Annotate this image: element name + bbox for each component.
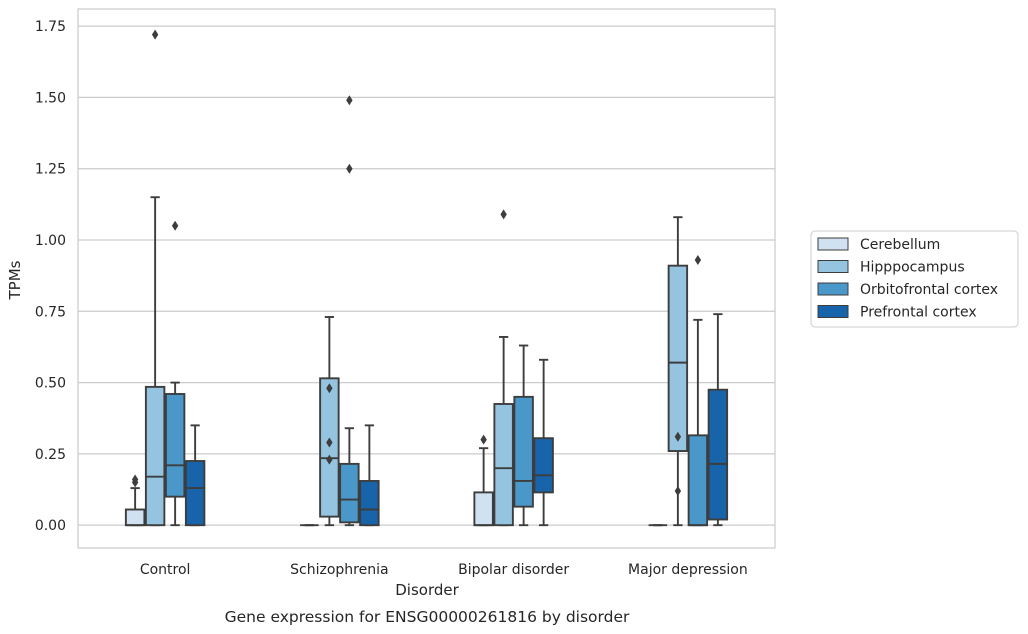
legend-label: Cerebellum xyxy=(860,237,940,253)
box xyxy=(667,264,689,452)
box-plot-cerebellum xyxy=(124,474,146,527)
outlier-point xyxy=(326,437,333,448)
y-axis: 0.00 0.25 0.50 0.75 1.00 1.25 1.50 1.75 xyxy=(35,19,66,534)
chart-caption: Gene expression for ENSG00000261816 by d… xyxy=(225,608,630,626)
outlier-point xyxy=(346,163,353,174)
outlier-point xyxy=(674,485,682,496)
plot-area-frame xyxy=(77,8,776,549)
outlier-point xyxy=(500,209,507,220)
legend-swatch xyxy=(817,282,849,296)
box-plot-prefrontal-cortex xyxy=(707,313,729,527)
outlier-point xyxy=(346,95,353,106)
legend-label: Orbitofrontal cortex xyxy=(860,282,998,298)
box xyxy=(124,508,146,527)
y-tick-label: 0.75 xyxy=(35,304,66,320)
box-plot-hipppocampus xyxy=(319,316,340,527)
box-plot-orbitofrontal-cortex xyxy=(687,254,709,527)
plot-area-background xyxy=(78,9,775,548)
box xyxy=(359,480,380,527)
box xyxy=(164,393,186,498)
box-plot-prefrontal-cortex xyxy=(533,358,554,527)
legend-swatch xyxy=(817,260,849,273)
box xyxy=(513,395,534,508)
legend-label: Prefrontal cortex xyxy=(860,305,977,321)
y-tick-label: 1.50 xyxy=(35,90,66,106)
x-axis: Control Schizophrenia Bipolar disorder Majo… xyxy=(140,562,748,578)
box-plot-prefrontal-cortex xyxy=(184,424,206,527)
x-tick-label: Schizophrenia xyxy=(290,562,388,578)
box xyxy=(707,388,729,521)
box xyxy=(687,434,709,527)
outlier-point xyxy=(674,431,682,442)
outlier-point xyxy=(131,474,139,485)
outlier-point xyxy=(151,29,159,40)
box xyxy=(339,462,360,524)
y-tick-label: 1.25 xyxy=(35,162,66,178)
legend-label: Hipppocampus xyxy=(860,260,965,276)
box xyxy=(184,460,206,527)
y-tick-label: 0.25 xyxy=(35,447,66,463)
outlier-point xyxy=(480,434,487,445)
y-axis-title: TPMs xyxy=(6,260,24,300)
box xyxy=(144,385,166,527)
box xyxy=(473,491,494,527)
box-plot-cerebellum xyxy=(473,434,494,527)
box-plot-orbitofrontal-cortex xyxy=(339,95,360,527)
box-plot-prefrontal-cortex xyxy=(359,424,380,527)
x-tick-label: Major depression xyxy=(628,562,748,578)
box-plot-hipppocampus xyxy=(144,29,166,527)
legend-swatch xyxy=(817,237,849,251)
legend: Cerebellum Hipppocampus Orbitofrontal cort… xyxy=(810,230,1019,328)
outlier-point xyxy=(326,454,333,465)
y-tick-label: 1.75 xyxy=(35,19,66,35)
box-plot-hipppocampus xyxy=(667,216,689,527)
y-tick-label: 1.00 xyxy=(35,233,66,249)
x-axis-title: Disorder xyxy=(395,581,459,599)
box xyxy=(533,437,554,494)
box-groups xyxy=(124,29,729,527)
legend-swatch xyxy=(817,305,849,318)
x-tick-label: Bipolar disorder xyxy=(458,562,569,578)
box-plot-hipppocampus xyxy=(493,209,514,527)
y-tick-label: 0.50 xyxy=(35,376,66,392)
box xyxy=(493,403,514,527)
y-tick-label: 0.00 xyxy=(35,518,66,534)
x-tick-label: Control xyxy=(140,562,191,578)
outlier-point xyxy=(326,383,333,394)
outlier-point xyxy=(171,220,179,231)
outlier-point xyxy=(694,254,702,265)
box-plot-orbitofrontal-cortex xyxy=(164,220,186,527)
legend-frame xyxy=(810,230,1019,328)
box-plot-orbitofrontal-cortex xyxy=(513,344,534,527)
